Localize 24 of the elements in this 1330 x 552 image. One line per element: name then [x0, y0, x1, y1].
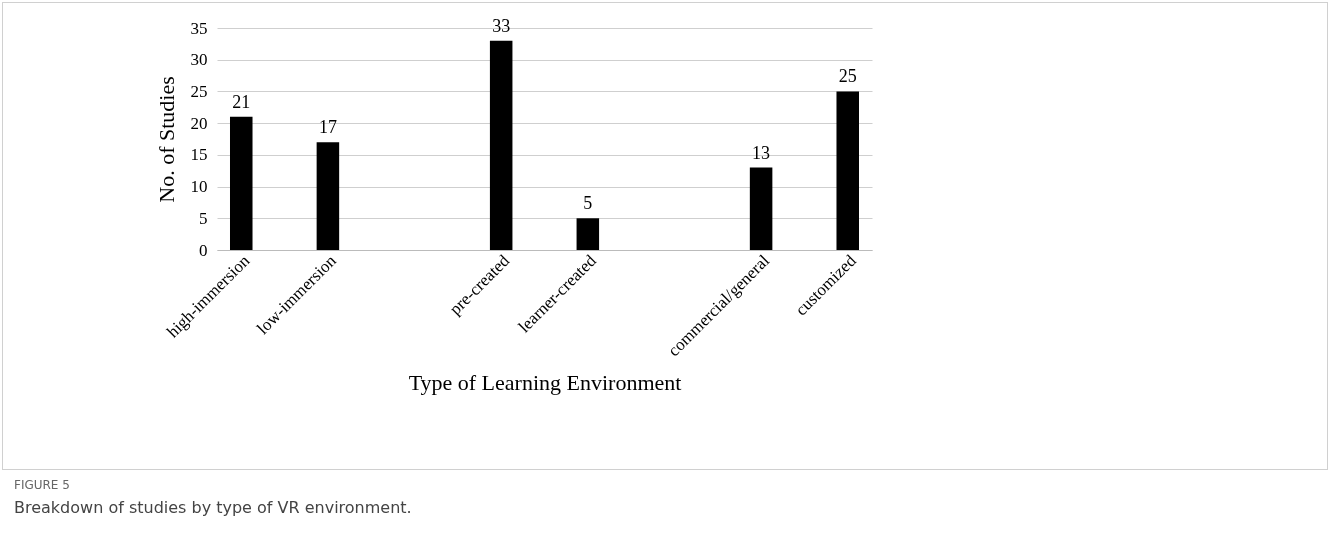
- text: Breakdown of studies by type of VR environment.: [14, 498, 412, 517]
- bar: [749, 167, 773, 250]
- caption: FIGURE 5: [14, 478, 71, 492]
- y-tick-label: 15: [190, 145, 208, 165]
- bar: [489, 40, 513, 250]
- x-axis-title: Type of Learning Environment: [408, 370, 682, 396]
- bar: [576, 218, 600, 250]
- y-tick-label: 5: [199, 208, 208, 228]
- y-tick-label: 20: [190, 113, 208, 133]
- data-label: 5: [583, 193, 593, 214]
- data-label: 13: [752, 142, 771, 163]
- bar: [230, 116, 253, 250]
- data-label: 21: [232, 91, 251, 112]
- y-tick-label: 10: [190, 177, 208, 197]
- y-tick-label: 30: [190, 50, 208, 70]
- y-tick-label: 25: [190, 81, 208, 101]
- bar: [836, 91, 859, 250]
- data-label: 17: [318, 117, 337, 138]
- data-label: 25: [838, 66, 857, 87]
- y-axis-title: No. of Studies: [153, 76, 179, 203]
- data-label: 33: [492, 15, 511, 36]
- bar: [316, 142, 340, 250]
- y-tick-label: 0: [199, 240, 208, 260]
- y-tick-label: 35: [190, 18, 208, 38]
